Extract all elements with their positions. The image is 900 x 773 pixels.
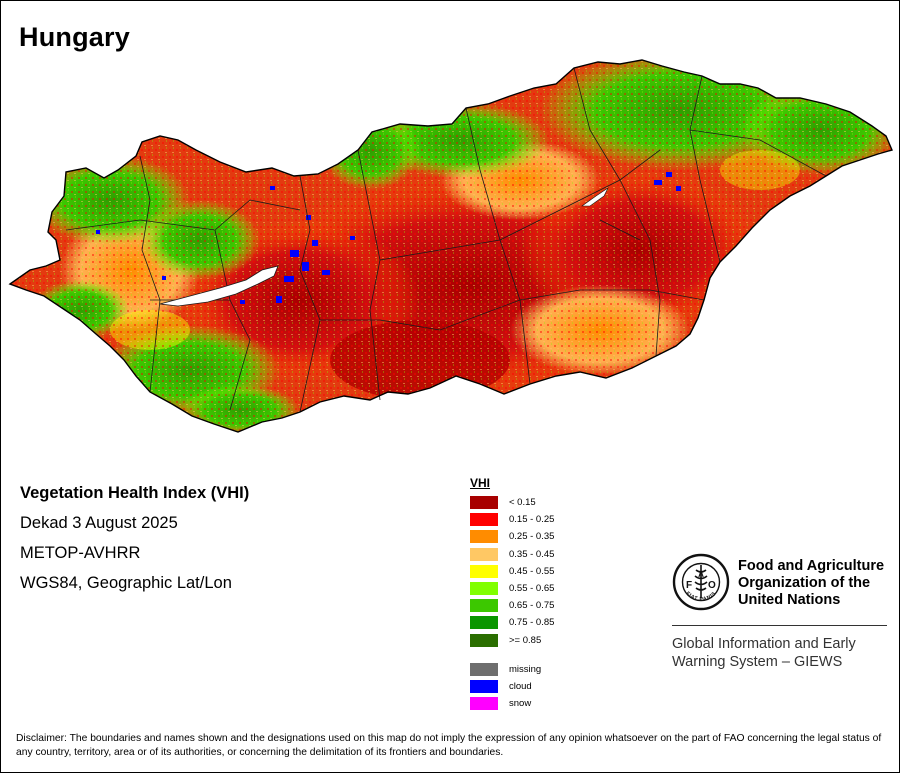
legend-special-row: missing xyxy=(470,661,554,678)
hungary-vhi-map xyxy=(9,59,893,433)
map-info: Vegetation Health Index (VHI) Dekad 3 Au… xyxy=(20,478,249,598)
legend-class-label: 0.75 - 0.85 xyxy=(509,617,555,629)
fao-divider xyxy=(672,625,887,626)
legend-class-row: 0.75 - 0.85 xyxy=(470,614,554,631)
legend-class-swatch xyxy=(470,513,498,527)
vhi-raster xyxy=(10,60,892,432)
fao-name-line1: Food and Agriculture xyxy=(738,558,885,574)
legend-title: VHI xyxy=(470,476,491,490)
legend-special-row: snow xyxy=(470,695,554,712)
legend-class-swatch xyxy=(470,496,498,510)
map-area xyxy=(9,59,893,433)
legend-class-row: < 0.15 xyxy=(470,494,554,511)
legend-class-swatch xyxy=(470,530,498,544)
legend-special-swatch xyxy=(470,662,498,676)
legend-class-swatch xyxy=(470,547,498,561)
giews-line2: Warning System – GIEWS xyxy=(672,654,843,670)
fao-logo-icon: F O A FIAT PANIS xyxy=(672,553,730,611)
svg-text:F: F xyxy=(686,580,692,591)
sensor-label: METOP-AVHRR xyxy=(20,544,141,562)
svg-text:O: O xyxy=(708,580,716,591)
legend-class-swatch xyxy=(470,616,498,630)
legend-class-swatch xyxy=(470,564,498,578)
legend-class-label: 0.55 - 0.65 xyxy=(509,583,555,595)
legend-class-row: 0.25 - 0.35 xyxy=(470,528,554,545)
legend-special-label: cloud xyxy=(509,680,532,692)
fao-name-line2: Organization of the xyxy=(738,575,871,591)
legend-special: missing cloud snow xyxy=(470,661,554,713)
legend-class-label: 0.35 - 0.45 xyxy=(509,548,555,560)
map-title: Hungary xyxy=(19,22,130,52)
legend-special-swatch xyxy=(470,679,498,693)
disclaimer-text: Disclaimer: The boundaries and names sho… xyxy=(16,733,882,758)
svg-text:FIAT PANIS: FIAT PANIS xyxy=(684,591,717,603)
period-label: Dekad 3 August 2025 xyxy=(20,514,178,532)
lake-balaton xyxy=(159,265,279,307)
lake-tisza xyxy=(581,187,609,207)
legend-class-label: 0.25 - 0.35 xyxy=(509,531,555,543)
giews-line1: Global Information and Early xyxy=(672,636,856,652)
legend-class-row: 0.45 - 0.55 xyxy=(470,563,554,580)
legend-class-label: < 0.15 xyxy=(509,497,536,509)
fao-name: Food and Agriculture Organization of the… xyxy=(738,558,884,609)
legend-special-swatch xyxy=(470,697,498,711)
legend-class-label: >= 0.85 xyxy=(509,634,542,646)
legend-special-label: missing xyxy=(509,663,542,675)
legend-class-swatch xyxy=(470,599,498,613)
index-name: Vegetation Health Index (VHI) xyxy=(20,484,250,502)
legend-class-swatch xyxy=(470,633,498,647)
legend-class-row: 0.15 - 0.25 xyxy=(470,511,554,528)
giews-label: Global Information and Early Warning Sys… xyxy=(672,635,856,671)
legend-class-label: 0.65 - 0.75 xyxy=(509,600,555,612)
legend-class-swatch xyxy=(470,582,498,596)
cloud-patches xyxy=(96,172,681,304)
legend-class-row: >= 0.85 xyxy=(470,632,554,649)
vhi-legend: VHI < 0.15 0.15 - 0.25 0.25 - 0.35 0.35 - 0… xyxy=(470,476,554,712)
projection-label: WGS84, Geographic Lat/Lon xyxy=(20,574,232,592)
legend-class-label: 0.45 - 0.55 xyxy=(509,565,555,577)
legend-class-label: 0.15 - 0.25 xyxy=(509,514,555,526)
svg-text:A: A xyxy=(698,570,704,579)
legend-special-row: cloud xyxy=(470,678,554,695)
legend-special-label: snow xyxy=(509,698,532,710)
legend-class-row: 0.35 - 0.45 xyxy=(470,546,554,563)
legend-class-row: 0.65 - 0.75 xyxy=(470,597,554,614)
legend-class-row: 0.55 - 0.65 xyxy=(470,580,554,597)
fao-name-line3: United Nations xyxy=(738,592,841,608)
legend-classes: < 0.15 0.15 - 0.25 0.25 - 0.35 0.35 - 0.45 0… xyxy=(470,494,554,649)
county-boundaries xyxy=(65,67,827,413)
